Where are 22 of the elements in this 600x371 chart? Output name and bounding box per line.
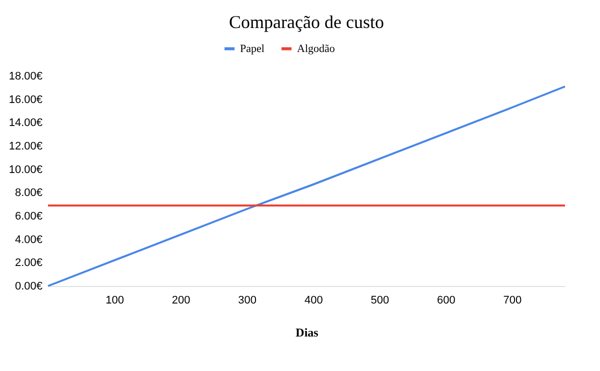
x-tick-label: 400 xyxy=(304,294,323,306)
line-series xyxy=(47,86,566,287)
legend-label: Papel xyxy=(240,42,264,55)
x-tick-label: 600 xyxy=(437,294,456,306)
y-tick-label: 8.00€ xyxy=(14,187,42,200)
x-tick-label: 700 xyxy=(503,294,522,306)
x-tick-label: 500 xyxy=(370,294,390,306)
y-tick-label: 12.00€ xyxy=(8,140,42,152)
chart-title: Comparação de custo xyxy=(229,12,384,32)
y-tick-label: 10.00€ xyxy=(8,164,42,176)
legend-label: Algodão xyxy=(297,42,336,55)
y-tick-label: 4.00€ xyxy=(14,234,42,246)
y-tick-label: 6.00€ xyxy=(14,210,42,222)
x-tick-label: 100 xyxy=(106,294,124,306)
y-tick-label: 2.00€ xyxy=(14,257,42,270)
y-tick-label: 16.00€ xyxy=(8,94,42,106)
y-tick-label: 18.00€ xyxy=(8,70,42,82)
y-tick-label: 0.00€ xyxy=(14,280,42,292)
x-tick-label: 300 xyxy=(238,294,257,306)
x-tick-label: 200 xyxy=(172,294,190,306)
y-tick-label: 14.00€ xyxy=(8,117,42,130)
x-axis-title: Dias xyxy=(296,326,319,340)
